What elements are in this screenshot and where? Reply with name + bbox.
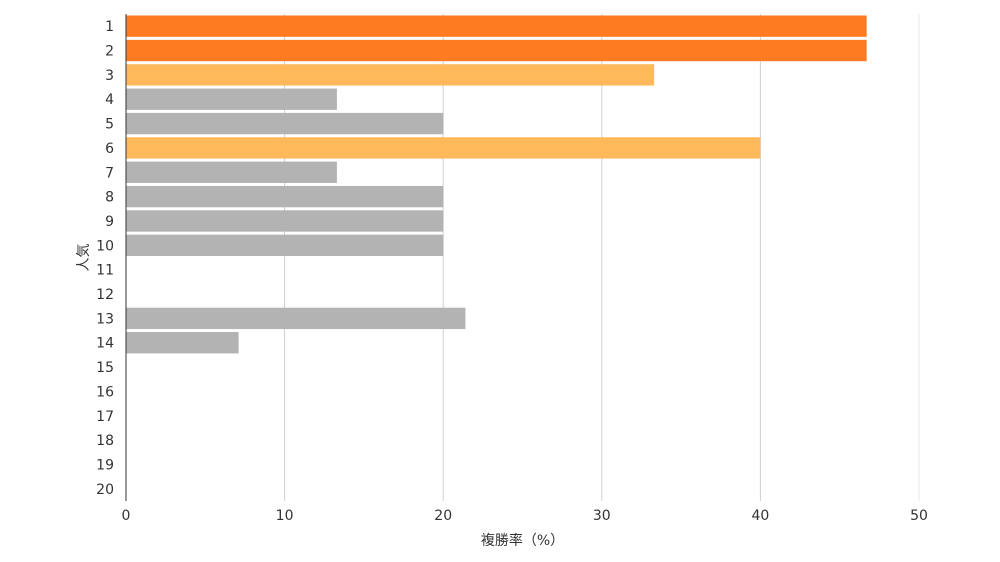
y-tick-label: 1 xyxy=(105,19,114,35)
y-tick-label: 12 xyxy=(96,287,114,303)
y-tick-label: 2 xyxy=(105,44,114,60)
x-tick-labels: 0 10 20 30 40 50 xyxy=(122,508,928,524)
x-tick-label: 10 xyxy=(276,508,294,524)
bars xyxy=(126,15,867,354)
x-tick-label: 50 xyxy=(910,508,928,524)
y-tick-label: 11 xyxy=(96,263,114,279)
bar-13 xyxy=(126,307,466,330)
y-tick-label: 14 xyxy=(96,336,114,352)
x-tick-label: 0 xyxy=(122,508,131,524)
y-tick-label: 19 xyxy=(96,457,114,473)
bar-2 xyxy=(126,39,867,62)
x-tick-label: 20 xyxy=(434,508,452,524)
bar-8 xyxy=(126,185,444,208)
x-tick-label: 30 xyxy=(593,508,611,524)
bar-14 xyxy=(126,332,239,354)
y-tick-label: 7 xyxy=(105,165,114,181)
bar-7 xyxy=(126,161,337,183)
y-axis-title: 人気 xyxy=(76,244,92,272)
y-tick-label: 8 xyxy=(105,190,114,206)
y-tick-label: 16 xyxy=(96,384,114,400)
y-tick-label: 5 xyxy=(105,117,114,133)
bar-4 xyxy=(126,88,337,110)
y-tick-label: 3 xyxy=(105,68,114,84)
bar-9 xyxy=(126,210,444,232)
y-tick-label: 6 xyxy=(105,141,114,157)
y-tick-label: 18 xyxy=(96,433,114,449)
bar-3 xyxy=(126,64,655,86)
y-tick-label: 4 xyxy=(105,92,114,108)
y-tick-label: 17 xyxy=(96,409,114,425)
y-tick-label: 15 xyxy=(96,360,114,376)
bar-1 xyxy=(126,15,867,37)
y-tick-label: 20 xyxy=(96,482,114,498)
y-tick-label: 13 xyxy=(96,311,114,327)
x-axis-title: 複勝率（%） xyxy=(481,532,564,549)
y-tick-label: 10 xyxy=(96,238,114,254)
gridlines xyxy=(284,14,920,501)
bar-6 xyxy=(126,137,761,159)
bar-10 xyxy=(126,234,444,256)
bar-5 xyxy=(126,112,444,135)
x-tick-label: 40 xyxy=(751,508,769,524)
y-tick-label: 9 xyxy=(105,214,114,230)
